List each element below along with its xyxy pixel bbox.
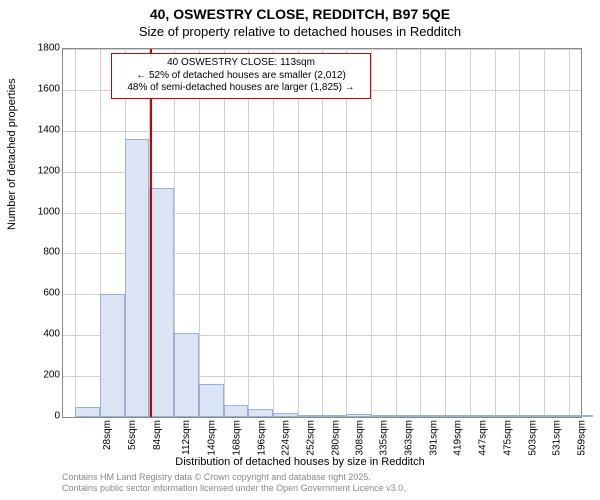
vert-gridline — [445, 49, 446, 417]
histogram-bar — [322, 415, 347, 417]
callout-line2: ← 52% of detached houses are smaller (2,… — [118, 70, 364, 83]
xtick-label: 559sqm — [577, 420, 588, 456]
xtick-label: 308sqm — [355, 420, 366, 456]
vert-gridline — [248, 49, 249, 417]
ytick-label: 200 — [30, 370, 60, 381]
xtick-label: 280sqm — [330, 420, 341, 456]
vert-gridline — [273, 49, 274, 417]
ytick-label: 0 — [30, 411, 60, 422]
chart-container: 40, OSWESTRY CLOSE, REDDITCH, B97 5QE Si… — [0, 0, 600, 500]
histogram-bar — [100, 294, 125, 417]
histogram-bar — [125, 139, 150, 417]
vert-gridline — [544, 49, 545, 417]
xtick-label: 363sqm — [404, 420, 415, 456]
xtick-label: 335sqm — [379, 420, 390, 456]
ytick-label: 1800 — [30, 43, 60, 54]
ytick-label: 1200 — [30, 165, 60, 176]
histogram-bar — [544, 415, 569, 417]
histogram-bar — [495, 415, 520, 417]
marker-line — [150, 49, 152, 417]
vert-gridline — [322, 49, 323, 417]
xtick-label: 419sqm — [453, 420, 464, 456]
vert-gridline — [470, 49, 471, 417]
xtick-label: 84sqm — [152, 420, 163, 450]
histogram-bar — [298, 415, 323, 417]
histogram-bar — [174, 333, 199, 417]
footer-text: Contains HM Land Registry data © Crown c… — [62, 472, 406, 494]
ytick-label: 1400 — [30, 124, 60, 135]
histogram-bar — [445, 415, 470, 417]
vert-gridline — [420, 49, 421, 417]
callout-line1: 40 OSWESTRY CLOSE: 113sqm — [118, 57, 364, 70]
footer-line1: Contains HM Land Registry data © Crown c… — [62, 472, 406, 483]
xtick-label: 112sqm — [181, 420, 192, 455]
vert-gridline — [75, 49, 76, 417]
histogram-bar — [224, 405, 249, 417]
histogram-bar — [396, 415, 421, 417]
ytick-label: 1000 — [30, 206, 60, 217]
chart-title-main: 40, OSWESTRY CLOSE, REDDITCH, B97 5QE — [0, 6, 600, 22]
histogram-bar — [519, 415, 544, 417]
callout-line3: 48% of semi-detached houses are larger (… — [118, 82, 364, 95]
vert-gridline — [199, 49, 200, 417]
vert-gridline — [569, 49, 570, 417]
xtick-label: 224sqm — [281, 420, 292, 456]
xtick-label: 391sqm — [428, 420, 439, 456]
ytick-label: 600 — [30, 288, 60, 299]
footer-line2: Contains public sector information licen… — [62, 483, 406, 494]
histogram-bar — [273, 413, 298, 417]
plot-area: 40 OSWESTRY CLOSE: 113sqm ← 52% of detac… — [62, 48, 582, 418]
chart-title-sub: Size of property relative to detached ho… — [0, 24, 600, 39]
callout-box: 40 OSWESTRY CLOSE: 113sqm ← 52% of detac… — [111, 53, 371, 99]
histogram-bar — [420, 415, 445, 417]
histogram-bar — [199, 384, 224, 417]
xaxis-label: Distribution of detached houses by size … — [0, 456, 600, 468]
xtick-label: 447sqm — [478, 420, 489, 456]
ytick-label: 800 — [30, 247, 60, 258]
yaxis-label: Number of detached properties — [6, 78, 18, 230]
vert-gridline — [371, 49, 372, 417]
histogram-bar — [371, 415, 396, 417]
ytick-label: 1600 — [30, 83, 60, 94]
xtick-label: 56sqm — [127, 420, 138, 450]
histogram-bar — [470, 415, 495, 417]
histogram-bar — [569, 415, 594, 417]
histogram-bar — [346, 414, 371, 417]
ytick-label: 400 — [30, 329, 60, 340]
xtick-label: 28sqm — [102, 420, 113, 450]
xtick-label: 531sqm — [552, 420, 563, 456]
vert-gridline — [495, 49, 496, 417]
vert-gridline — [519, 49, 520, 417]
vert-gridline — [396, 49, 397, 417]
xtick-label: 168sqm — [231, 420, 242, 456]
vert-gridline — [224, 49, 225, 417]
xtick-label: 140sqm — [207, 420, 218, 456]
histogram-bar — [75, 407, 100, 417]
xtick-label: 196sqm — [256, 420, 267, 456]
xtick-label: 503sqm — [527, 420, 538, 456]
histogram-bar — [149, 188, 174, 417]
xtick-label: 252sqm — [306, 420, 317, 456]
vert-gridline — [346, 49, 347, 417]
histogram-bar — [248, 409, 273, 417]
xtick-label: 475sqm — [502, 420, 513, 456]
vert-gridline — [298, 49, 299, 417]
